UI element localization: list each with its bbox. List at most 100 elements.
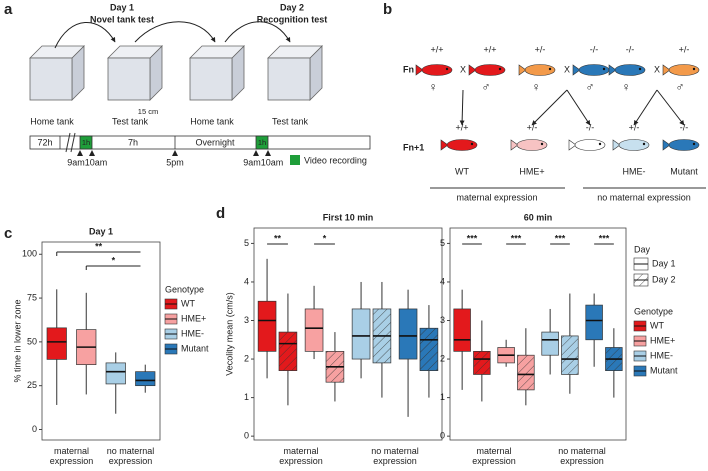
sig-label: *	[323, 233, 327, 243]
genotype: +/+	[483, 44, 496, 54]
sig-label: **	[95, 241, 103, 251]
group-label-line: expression	[279, 456, 323, 466]
generation-label: Fn+1	[403, 142, 424, 152]
box	[585, 304, 603, 341]
parent-fish	[474, 64, 506, 76]
arrow	[134, 21, 216, 43]
parent-fish-tail	[468, 64, 477, 76]
day-title: Day 2	[280, 2, 304, 12]
plot-frame	[41, 241, 161, 441]
parent-fish-eye	[692, 67, 696, 71]
timeline	[29, 135, 371, 150]
tank-label: Home tank	[190, 116, 234, 126]
offspring-fish	[618, 139, 650, 151]
y-tick-label: 4	[440, 276, 445, 286]
offspring-name: HME-	[623, 166, 646, 176]
parent-fish-eye	[445, 67, 449, 71]
time-markers	[77, 150, 271, 156]
box	[398, 308, 418, 360]
y-tick-label: 0	[32, 424, 37, 434]
group-label: no maternal expression	[371, 446, 419, 466]
legend-title: Genotype	[634, 306, 673, 316]
tank-label: Home tank	[30, 116, 74, 126]
tank-label: Test tank	[112, 116, 149, 126]
group-label-line: maternal	[54, 446, 89, 456]
genotype: +/+	[430, 44, 443, 54]
box	[135, 371, 156, 387]
legend-label: Day 1	[652, 258, 676, 268]
sex: ♂	[482, 80, 491, 94]
sig-label: ***	[599, 233, 610, 243]
offspring-fish-tail	[510, 139, 519, 151]
group-label-line: no maternal	[371, 446, 419, 456]
box	[351, 308, 371, 360]
genotype: -/-	[680, 122, 689, 132]
duration: 1h	[258, 138, 266, 147]
arrow	[656, 89, 685, 126]
legend-label: Mutant	[650, 365, 678, 375]
genotype: +/+	[455, 122, 468, 132]
group-label: no maternal expression	[107, 446, 155, 466]
y-tick-label: 5	[440, 238, 445, 248]
parent-fish-tail	[662, 64, 671, 76]
parent-fish-tail	[572, 64, 581, 76]
legend-label: WT	[650, 320, 664, 330]
test-title: Novel tank test	[90, 14, 154, 24]
parent-fish-eye	[638, 67, 642, 71]
group-label-line: expression	[560, 456, 604, 466]
arrow	[566, 89, 591, 126]
group-label: maternal expression	[50, 446, 94, 466]
y-tick-label: 50	[27, 336, 37, 346]
y-tick-label: 1	[244, 392, 249, 402]
offspring-fish-eye	[470, 142, 474, 146]
box-hatch	[561, 335, 579, 375]
y-tick-label: 3	[244, 315, 249, 325]
group-label: maternal expression	[279, 446, 323, 466]
panel-label: d	[216, 205, 225, 222]
cross: X	[460, 64, 466, 74]
tank-front	[189, 57, 233, 101]
y-axis-label: Vecolity mean (cm/s)	[224, 292, 234, 376]
genotype: +/-	[679, 44, 690, 54]
dimension: 15 cm	[138, 107, 158, 116]
tank-front	[107, 57, 151, 101]
y-tick-label: 2	[440, 353, 445, 363]
group-label-line: expression	[373, 456, 417, 466]
box	[304, 308, 324, 352]
y-axis-label: % time in lower zone	[12, 299, 22, 382]
box	[541, 331, 559, 356]
sig-label: *	[112, 255, 116, 265]
genotype: +/-	[629, 122, 640, 132]
chart-title: First 10 min	[323, 212, 374, 222]
arrow	[633, 89, 658, 126]
parent-fish-tail	[608, 64, 617, 76]
offspring-fish-eye	[642, 142, 646, 146]
parent-fish-eye	[602, 67, 606, 71]
sex: ♂	[586, 80, 595, 94]
plot-frame	[449, 227, 627, 441]
group-label-line: expression	[50, 456, 94, 466]
tanks	[29, 45, 323, 101]
legend-label: Day 2	[652, 274, 676, 284]
legend-label: HME+	[650, 335, 675, 345]
duration: 1h	[82, 138, 90, 147]
parent-fish	[524, 64, 556, 76]
time-label: 10am	[85, 157, 108, 167]
plot-frame	[253, 227, 443, 441]
parent-fish-tail	[415, 64, 424, 76]
legend-label: Mutant	[181, 343, 209, 353]
parent-fish	[668, 64, 700, 76]
offspring-fish-eye	[692, 142, 696, 146]
offspring-name: Mutant	[670, 166, 698, 176]
box	[46, 327, 67, 360]
panel-a: a Day 1 Novel tank test Day 2 Recognitio…	[4, 1, 371, 167]
parent-fish-eye	[548, 67, 552, 71]
offspring-fish-tail	[568, 139, 577, 151]
box-hatch	[279, 332, 297, 371]
y-tick-label: 4	[244, 276, 249, 286]
genotype: +/-	[535, 44, 546, 54]
day-title: Day 1	[110, 2, 134, 12]
legend-title: Genotype	[165, 284, 204, 294]
time-label: 9am	[243, 157, 261, 167]
y-tick-label: 2	[244, 353, 249, 363]
